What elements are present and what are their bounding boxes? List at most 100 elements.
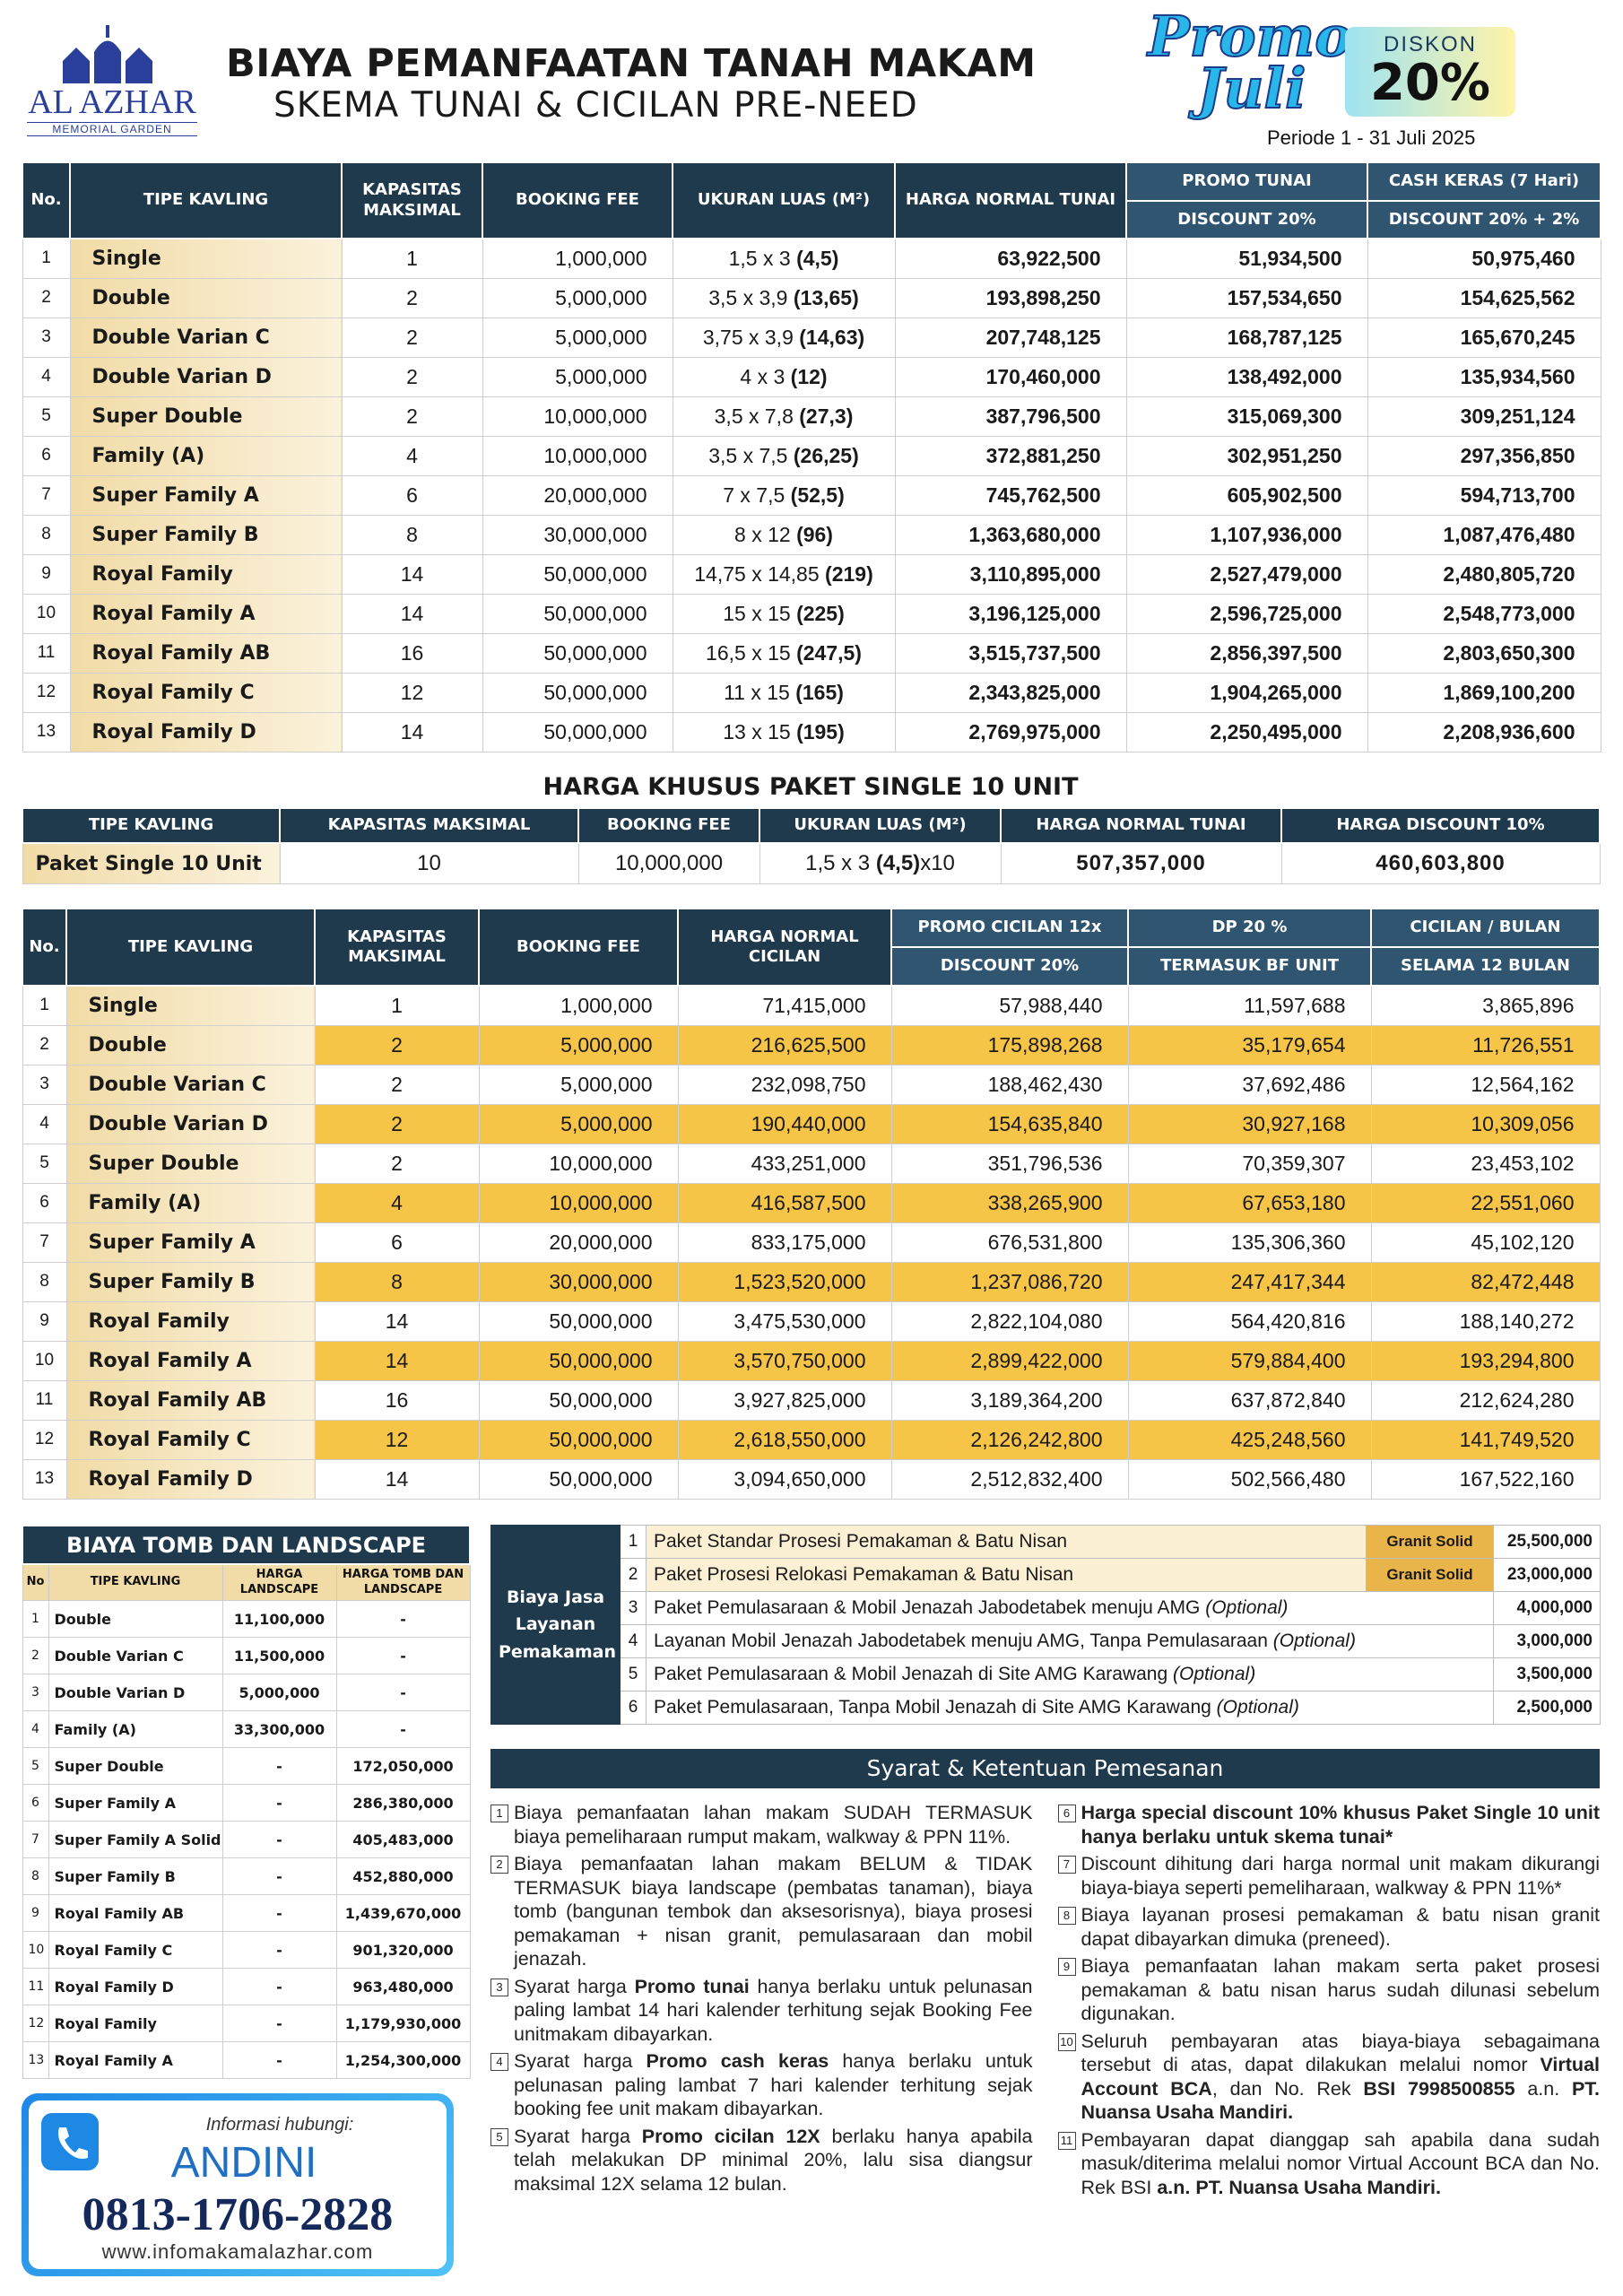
table-row: 12 Royal Family C 12 50,000,000 2,618,550,00… <box>22 1419 1601 1460</box>
contact-label: Informasi hubungi: <box>205 2115 354 2135</box>
area: (13,65) <box>793 285 859 309</box>
size: 4 x 3 <box>740 364 785 388</box>
kapasitas: 2 <box>341 317 483 358</box>
price: 165,670,245 <box>1367 317 1601 358</box>
term-part: Harga special discount 10% khusus Paket … <box>1081 1802 1601 1848</box>
term-text: Biaya pemanfaatan lahan makam BELUM & TI… <box>514 1852 1033 1971</box>
tipe-kavling: Royal Family AB <box>48 1894 223 1932</box>
kapasitas: 4 <box>341 435 483 476</box>
header-cell: PROMO CICILAN 12x <box>890 908 1129 948</box>
booking-fee: 5,000,000 <box>482 356 673 397</box>
kapasitas: 1 <box>341 238 483 279</box>
row-number: 13 <box>22 2041 49 2079</box>
service-row: 3 Paket Pemulasaraan & Mobil Jenazah Jabo… <box>491 1591 1601 1625</box>
term-part: hanya berlaku untuk pelunasan paling lam… <box>514 2050 1033 2119</box>
size: 15 x 15 <box>723 601 791 625</box>
price: 138,492,000 <box>1125 356 1368 397</box>
row-number: 2 <box>22 277 71 318</box>
booking-fee: 5,000,000 <box>482 317 673 358</box>
term-item: 9 Biaya pemanfaatan lahan makam serta pak… <box>1057 1954 1600 2026</box>
ukuran-luas: 8 x 12 (96) <box>672 514 896 555</box>
amount: 2,899,422,000 <box>890 1340 1129 1381</box>
amount: 12,564,162 <box>1370 1064 1601 1105</box>
price: 372,881,250 <box>894 435 1127 476</box>
row-number: 8 <box>22 1857 49 1895</box>
service-text: Paket Pemulasaraan & Mobil Jenazah di Si… <box>646 1657 1494 1692</box>
row-number: 12 <box>22 2005 49 2042</box>
tomb-price: 963,480,000 <box>335 1968 471 2005</box>
tipe-kavling: Double Varian D <box>48 1674 223 1711</box>
price: 594,713,700 <box>1367 474 1601 516</box>
term-part: BSI 7998500855 <box>1363 2077 1515 2100</box>
price: 745,762,500 <box>894 474 1127 516</box>
landscape-price: - <box>221 1968 337 2005</box>
kapasitas: 1 <box>314 985 480 1026</box>
table-row: 2 Double 2 5,000,000 3,5 x 3,9 (13,65) 193,89… <box>22 277 1601 318</box>
kapasitas: 16 <box>341 632 483 674</box>
price: 63,922,500 <box>894 238 1127 279</box>
amount: 71,415,000 <box>677 985 892 1026</box>
amount: 154,635,840 <box>890 1103 1129 1144</box>
amount: 70,359,307 <box>1127 1143 1372 1184</box>
ukuran-luas: 4 x 3 (12) <box>672 356 896 397</box>
tomb-price: - <box>335 1710 471 1748</box>
term-item: 7 Discount dihitung dari harga normal uni… <box>1057 1852 1600 1900</box>
size: 3,5 x 7,5 <box>708 443 788 467</box>
price: 507,357,000 <box>1000 842 1282 884</box>
table-head: BIAYA TOMB DAN LANDSCAPE No TIPE KAVLING HA… <box>21 1525 472 1601</box>
table-row: 4 Double Varian D 2 5,000,000 190,440,000 154… <box>22 1103 1601 1144</box>
size: 1,5 x 3 <box>805 851 871 875</box>
tipe-kavling: Royal Family C <box>69 672 343 713</box>
header-cell: No <box>22 1563 49 1601</box>
table-row: 1 Single 1 1,000,000 1,5 x 3 (4,5) 63,922,500… <box>22 238 1601 279</box>
amount: 3,189,364,200 <box>890 1379 1129 1421</box>
term-number: 11 <box>1057 2131 1076 2150</box>
terms-title: Syarat & Ketentuan Pemesanan <box>490 1749 1600 1788</box>
kapasitas: 2 <box>314 1103 480 1144</box>
amount: 676,531,800 <box>890 1222 1129 1263</box>
term-text: Syarat harga Promo cicilan 12X berlaku h… <box>514 2125 1033 2196</box>
size: 1,5 x 3 <box>728 246 791 270</box>
tipe-kavling: Super Double <box>65 1143 316 1184</box>
table-row: 10 Royal Family A 14 50,000,000 15 x 15 (225… <box>22 593 1601 634</box>
tomb-price: 286,380,000 <box>335 1784 471 1822</box>
price: 1,363,680,000 <box>894 514 1127 555</box>
tipe-kavling: Super Family B <box>69 514 343 555</box>
header-cell: HARGA NORMAL TUNAI <box>1000 807 1282 844</box>
landscape-price: - <box>221 1931 337 1969</box>
kapasitas: 6 <box>341 474 483 516</box>
tomb-table-wrap: BIAYA TOMB DAN LANDSCAPE No TIPE KAVLING HA… <box>21 1525 472 2079</box>
contact-phone: 0813-1706-2828 <box>82 2189 394 2240</box>
tomb-price: 1,254,300,000 <box>335 2041 471 2079</box>
landscape-price: 11,500,000 <box>221 1637 337 1674</box>
term-item: 6 Harga special discount 10% khusus Paket… <box>1057 1801 1601 1848</box>
header-cell: TERMASUK BF UNIT <box>1127 946 1372 987</box>
table-row: 2 Double 2 5,000,000 216,625,500 175,898,268 3… <box>22 1024 1601 1065</box>
header-cell: KAPASITAS MAKSIMAL <box>314 908 480 987</box>
tipe-kavling: Super Family B <box>48 1857 223 1895</box>
header-cell: HARGA NORMAL TUNAI <box>894 161 1127 239</box>
term-part: PT. Nuansa Usaha Mandiri. <box>1081 2077 1601 2124</box>
amount: 10,000,000 <box>478 1143 679 1184</box>
amount: 188,140,272 <box>1370 1300 1601 1342</box>
service-row: 6 Paket Pemulasaraan, Tanpa Mobil Jenazah… <box>491 1691 1601 1725</box>
price: 605,902,500 <box>1125 474 1368 516</box>
table-row: 3 Double Varian D 5,000,000- <box>22 1674 471 1711</box>
term-part: Pembayaran dapat dianggap sah apabila da… <box>1081 2128 1601 2198</box>
size: 8 x 12 <box>734 522 791 546</box>
amount: 3,475,530,000 <box>677 1300 892 1342</box>
title-row: BIAYA TOMB DAN LANDSCAPE <box>21 1525 472 1565</box>
amount: 2,618,550,000 <box>677 1419 892 1460</box>
amount: 11,597,688 <box>1127 985 1372 1026</box>
services-label: Biaya Jasa Layanan Pemakaman <box>490 1525 621 1725</box>
services-table: Biaya Jasa Layanan Pemakaman 1 Paket Stand… <box>490 1525 1601 1725</box>
area: (26,25) <box>793 443 859 467</box>
table-row: 8 Super Family B 8 30,000,000 1,523,520,000 1… <box>22 1261 1601 1302</box>
service-grade: Granit Solid <box>1366 1558 1494 1592</box>
tipe-kavling: Royal Family A <box>65 1340 316 1381</box>
tipe-kavling: Royal Family AB <box>69 632 343 674</box>
table-row: 9 Royal Family AB -1,439,670,000 <box>22 1894 471 1932</box>
booking-fee: 50,000,000 <box>482 672 673 713</box>
landscape-price: 33,300,000 <box>221 1710 337 1748</box>
row-number: 10 <box>22 1340 67 1381</box>
